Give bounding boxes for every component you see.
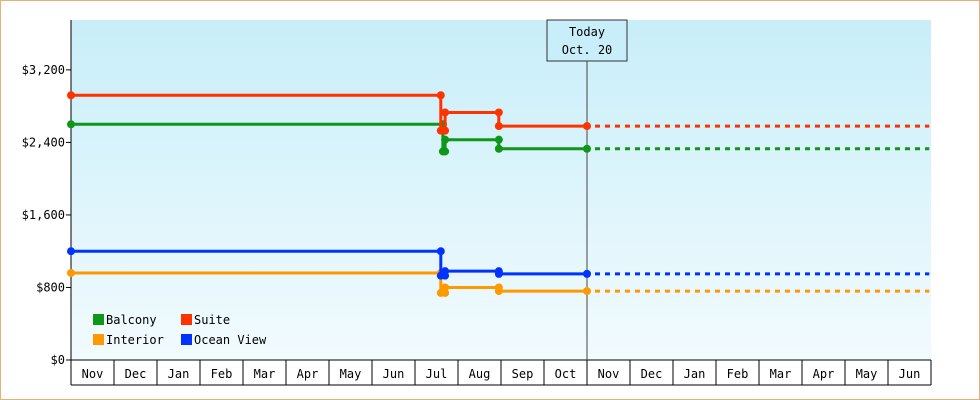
data-point: [441, 283, 450, 292]
data-point: [583, 122, 591, 131]
series-lines: [67, 91, 930, 297]
today-marker: Today Oct. 20: [546, 19, 628, 360]
legend-swatch: [93, 334, 104, 345]
legend-swatch: [93, 314, 104, 325]
today-label-line2: Oct. 20: [562, 43, 613, 57]
data-point: [67, 91, 75, 100]
x-tick-label: Jul: [426, 367, 448, 381]
x-tick-label: Dec: [125, 367, 147, 381]
legend-label: Balcony: [106, 313, 157, 327]
data-point: [67, 247, 75, 256]
data-point: [494, 122, 503, 131]
plot-area: [71, 20, 931, 360]
legend-item-interior: Interior: [93, 333, 164, 347]
x-tick-label: Mar: [254, 367, 276, 381]
y-tick-label: $800: [36, 280, 65, 294]
y-tick-label: $1,600: [22, 208, 65, 222]
x-tick-label: Jan: [684, 367, 706, 381]
series-suite: [67, 91, 930, 135]
data-point: [441, 108, 450, 117]
legend-label: Suite: [194, 313, 230, 327]
data-point: [494, 144, 503, 153]
data-point: [494, 269, 503, 278]
data-point: [67, 268, 75, 277]
data-point: [67, 120, 75, 129]
y-axis: $0 $800 $1,600 $2,400 $3,200: [22, 20, 72, 367]
data-point: [494, 135, 503, 144]
data-point: [494, 108, 503, 117]
data-point: [583, 144, 591, 153]
x-tick-label: Nov: [82, 367, 104, 381]
y-tick-label: $2,400: [22, 135, 65, 149]
legend-item-suite: Suite: [181, 313, 230, 327]
x-axis: Nov Dec Jan Feb Mar Apr May Jun Jul Aug Sep Oct Nov D…: [70, 359, 932, 386]
x-tick-label: Dec: [641, 367, 663, 381]
legend-label: Ocean View: [194, 333, 267, 347]
x-tick-label: Oct: [555, 367, 577, 381]
y-tick-label: $3,200: [22, 63, 65, 77]
x-tick-label: May: [856, 367, 878, 381]
x-tick-label: Jun: [899, 367, 921, 381]
x-tick-label: Apr: [297, 367, 319, 381]
legend-swatch: [181, 334, 192, 345]
legend: Balcony Suite Interior Ocean View: [93, 313, 267, 347]
y-tick-label: $0: [51, 353, 65, 367]
data-point: [441, 126, 450, 135]
data-point: [441, 267, 450, 276]
data-point: [441, 135, 450, 144]
x-tick-label: May: [340, 367, 362, 381]
x-tick-label: Feb: [727, 367, 749, 381]
legend-item-balcony: Balcony: [93, 313, 157, 327]
legend-swatch: [181, 314, 192, 325]
today-label-box: [546, 19, 628, 62]
x-tick-label: Jun: [383, 367, 405, 381]
data-point: [494, 287, 503, 296]
today-label-line1: Today: [569, 25, 605, 39]
x-tick-label: Sep: [512, 367, 534, 381]
x-tick-label: Jan: [168, 367, 190, 381]
x-tick-label: Nov: [598, 367, 620, 381]
data-point: [441, 147, 450, 156]
x-tick-label: Feb: [211, 367, 233, 381]
data-point: [583, 287, 591, 296]
x-tick-label: Aug: [469, 367, 491, 381]
data-point: [583, 269, 591, 278]
x-tick-label: Mar: [770, 367, 792, 381]
data-point: [436, 91, 445, 100]
series-ocean-view: [67, 247, 930, 280]
legend-label: Interior: [106, 333, 164, 347]
data-point: [436, 247, 445, 256]
legend-item-ocean-view: Ocean View: [181, 333, 267, 347]
x-tick-label: Apr: [813, 367, 835, 381]
